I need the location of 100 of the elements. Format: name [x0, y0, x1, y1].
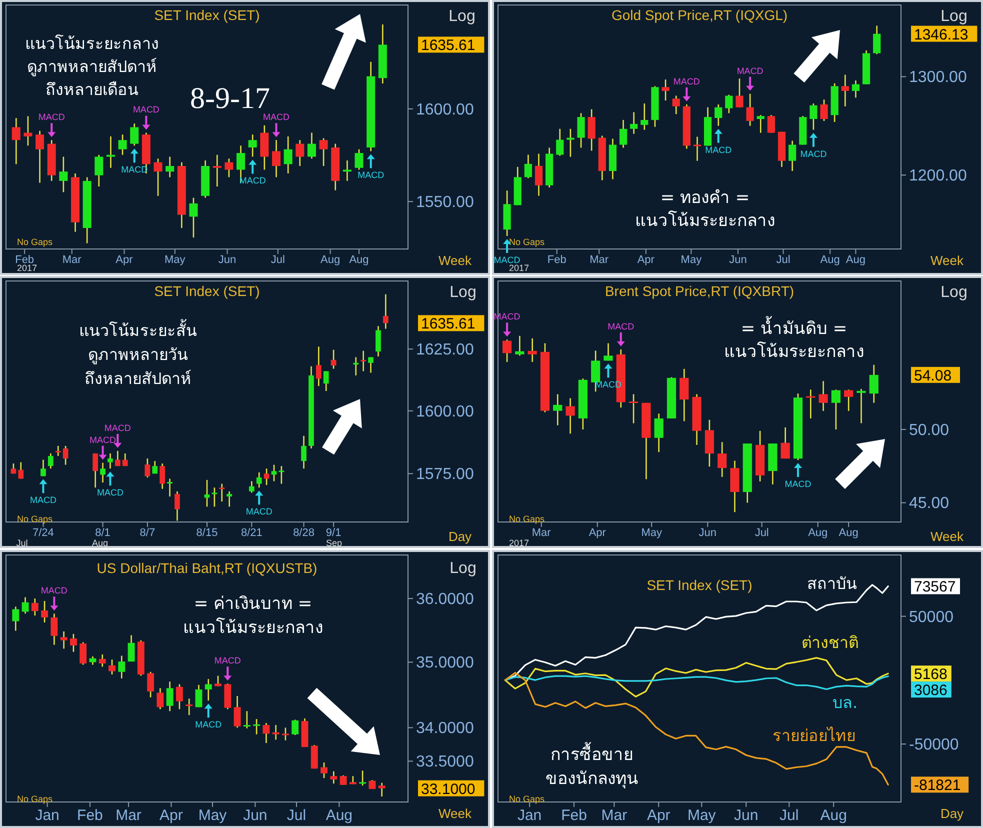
x-tick-label: Feb — [561, 807, 587, 824]
candlestick — [342, 160, 352, 182]
candlestick — [672, 95, 680, 115]
x-tick-label: Feb — [15, 254, 34, 266]
candlestick — [59, 156, 68, 193]
y-tick-label: 35.0000 — [416, 654, 474, 672]
x-tick-label: Aug — [846, 254, 866, 266]
x-tick-label: Aug — [326, 807, 353, 824]
candlestick — [100, 462, 106, 484]
text: 2017 — [508, 538, 530, 548]
x-tick-label: Aug — [320, 254, 340, 266]
y-tick-label: 1200.00 — [909, 168, 967, 185]
annotation: MACD — [214, 656, 242, 666]
x-tick-label: Feb — [77, 807, 103, 824]
x-tick-label: Mar — [116, 807, 142, 824]
candlestick — [224, 682, 232, 710]
candlestick — [152, 460, 158, 474]
text: Sep — [326, 538, 342, 548]
annotation: MACD — [673, 76, 700, 86]
y-tick-label: 1625.00 — [416, 342, 474, 359]
annotation: MACD — [705, 144, 732, 155]
x-tick-label: Jan — [517, 807, 542, 824]
annotation: MACD — [784, 479, 812, 490]
candlestick — [756, 114, 764, 134]
candlestick — [284, 136, 292, 174]
candlestick — [725, 94, 733, 114]
candlestick — [114, 450, 120, 467]
annotation: = น้ำมันดิบ = แนวโน้มระยะกลาง — [724, 316, 864, 362]
candlestick — [628, 394, 638, 424]
x-tick-label: May — [164, 254, 186, 266]
candlestick — [18, 462, 24, 480]
candlestick — [376, 325, 381, 358]
candlestick — [167, 478, 172, 498]
candlestick — [534, 153, 543, 196]
candlestick — [118, 134, 127, 156]
x-tick-label: 9/1 — [326, 527, 342, 539]
candlestick — [566, 128, 574, 158]
candlestick — [841, 74, 849, 107]
candlestick — [856, 388, 866, 424]
candlestick — [256, 472, 262, 488]
annotation: No Gaps — [17, 794, 54, 804]
candlestick — [307, 132, 316, 160]
text: Log — [448, 8, 476, 25]
text: Week — [930, 529, 964, 544]
x-tick-label: Jun — [218, 254, 236, 266]
x-tick-label: 7/24 — [32, 527, 54, 539]
candlestick — [253, 718, 260, 735]
annotation: 1346.13 — [914, 26, 968, 44]
candlestick — [92, 452, 98, 488]
annotation: MACD — [263, 112, 290, 122]
annotation: MACD — [736, 66, 764, 76]
candlestick — [108, 658, 116, 676]
y-tick-label: 36.0000 — [416, 591, 474, 608]
candlestick — [36, 130, 44, 184]
candlestick — [272, 139, 281, 178]
candlestick — [662, 78, 670, 102]
x-tick-label: Mar — [532, 527, 552, 539]
candlestick — [604, 342, 613, 362]
x-tick-label: Mar — [590, 254, 609, 266]
candlestick — [844, 388, 854, 412]
candlestick — [693, 136, 702, 162]
candlestick — [869, 364, 878, 404]
annotation: 1635.61 — [421, 37, 476, 54]
candlestick — [810, 102, 818, 130]
series-label: บล. — [832, 693, 858, 712]
candlestick — [340, 774, 347, 786]
candlestick — [378, 782, 386, 798]
candlestick — [873, 25, 881, 55]
candlestick — [176, 684, 183, 710]
y-tick-label: 34.0000 — [416, 720, 474, 738]
candlestick — [262, 722, 270, 744]
candlestick — [714, 104, 722, 127]
annotation: MACD — [96, 488, 124, 498]
text: Jul — [16, 538, 28, 548]
annotation: MACD — [132, 104, 160, 115]
annotation: MACD — [195, 720, 222, 730]
x-tick-label: May — [687, 807, 716, 824]
candlestick — [70, 633, 77, 653]
x-tick-label: May — [198, 807, 228, 824]
candlestick — [330, 349, 336, 370]
annotation: 73567 — [914, 578, 956, 596]
candlestick — [354, 148, 364, 170]
annotation: No Gaps — [509, 794, 546, 804]
candlestick — [144, 458, 150, 478]
candlestick — [248, 134, 257, 158]
candlestick — [62, 445, 68, 466]
annotation: แนวโน้มระยะสั้น ดูภาพหลายวัน ถึงหลายสัปดาห์ — [79, 319, 197, 388]
chart-title: Gold Spot Price,RT (IQXGL) — [611, 7, 788, 23]
candlestick — [212, 486, 218, 508]
y-tick-label: 45.00 — [909, 495, 950, 512]
chart-title: Brent Spot Price,RT (IQXBRT) — [604, 283, 794, 299]
candlestick — [243, 710, 250, 729]
candlestick — [820, 98, 828, 122]
candlestick — [12, 606, 20, 632]
x-tick-label: Jan — [35, 807, 60, 824]
candlestick — [556, 128, 564, 156]
candlestick — [154, 158, 162, 197]
candlestick — [40, 459, 46, 477]
annotation: MACD — [104, 422, 132, 433]
candlestick — [24, 116, 32, 146]
